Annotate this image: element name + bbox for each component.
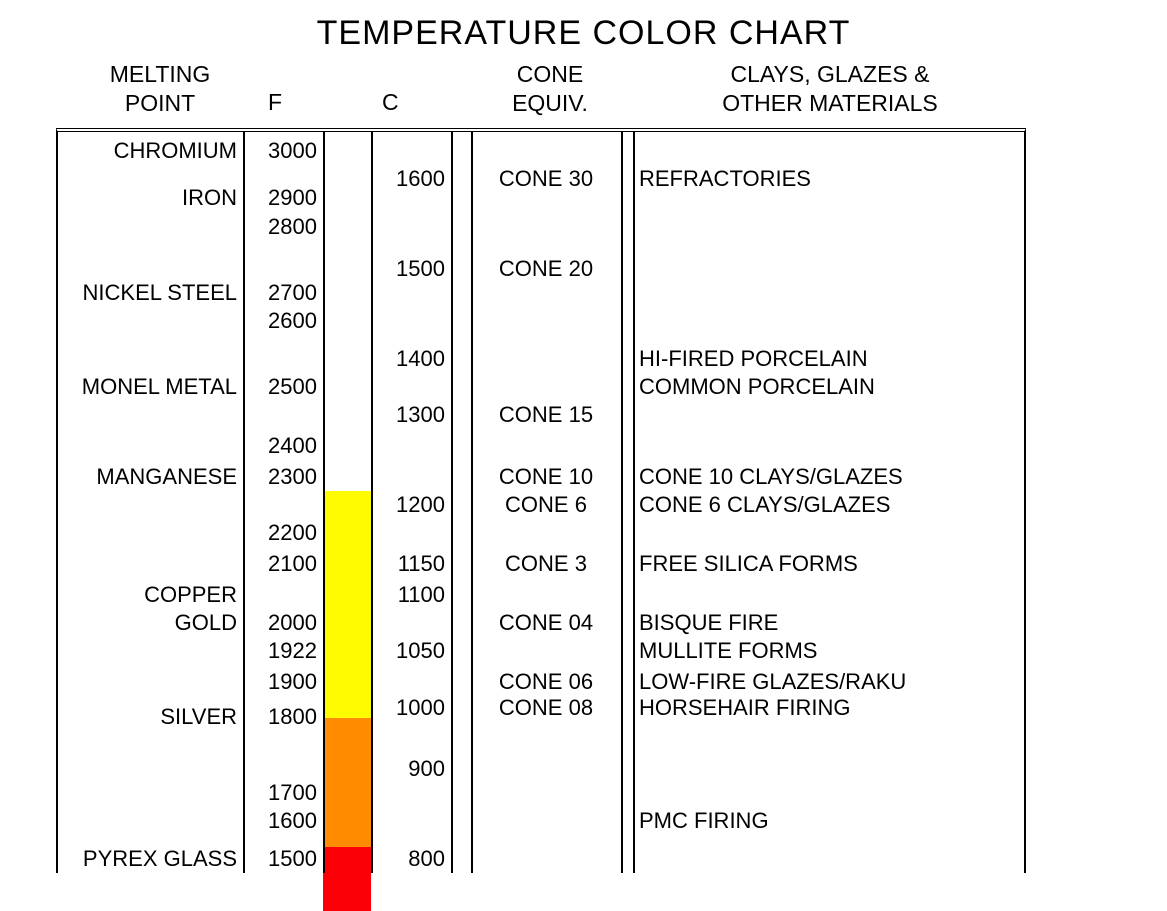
melting-point-label: SILVER — [160, 704, 237, 730]
fahrenheit-tick: 1922 — [268, 638, 317, 664]
celsius-tick: 1150 — [398, 551, 445, 577]
fahrenheit-tick: 2700 — [268, 280, 317, 306]
melting-point-label: IRON — [182, 185, 237, 211]
fahrenheit-tick: 2800 — [268, 214, 317, 240]
material-label: REFRACTORIES — [639, 166, 811, 192]
col-cone-equiv: CONE 30 CONE 20 CONE 15 CONE 10CONE 6 CONE 3… — [471, 132, 621, 873]
chart-frame: CHROMIUM IRON NICKEL STEEL MONEL METAL MANGA… — [56, 128, 1026, 873]
color-band — [323, 491, 371, 718]
fahrenheit-tick: 1800 — [268, 704, 317, 730]
column-divider — [451, 132, 453, 873]
col-spacer-1 — [451, 132, 471, 873]
column-divider — [621, 132, 623, 873]
header-other-materials: CLAYS, GLAZES &OTHER MATERIALS — [700, 60, 960, 118]
page-title: TEMPERATURE COLOR CHART — [0, 0, 1167, 53]
fahrenheit-tick: 1700 — [268, 780, 317, 806]
fahrenheit-tick: 2100 — [268, 551, 317, 577]
cone-label: CONE 08 — [471, 695, 621, 721]
melting-point-label: GOLD — [175, 610, 237, 636]
material-label: PMC FIRING — [639, 808, 769, 834]
celsius-tick: 1400 — [396, 346, 445, 372]
header-cone-equiv: CONEEQUIV. — [490, 60, 610, 118]
cone-label: CONE 04 — [471, 610, 621, 636]
color-band — [323, 847, 371, 911]
col-melting-point: CHROMIUM IRON NICKEL STEEL MONEL METAL MANGA… — [58, 132, 243, 873]
fahrenheit-tick: 2300 — [268, 464, 317, 490]
header-melting-point: MELTINGPOINT — [100, 60, 220, 118]
column-divider — [323, 132, 325, 873]
fahrenheit-tick: 2400 — [268, 433, 317, 459]
melting-point-label: MONEL METAL — [82, 374, 237, 400]
cone-label: CONE 20 — [471, 256, 621, 282]
melting-point-label: NICKEL STEEL — [83, 280, 237, 306]
fahrenheit-tick: 2200 — [268, 520, 317, 546]
material-label: FREE SILICA FORMS — [639, 551, 858, 577]
col-fahrenheit: 3000 2900 2800 27002600 2500 2400 2300 2200 2100… — [243, 132, 323, 873]
celsius-tick: 1600 — [396, 166, 445, 192]
fahrenheit-tick: 2900 — [268, 185, 317, 211]
fahrenheit-tick: 2500 — [268, 374, 317, 400]
fahrenheit-tick: 2600 — [268, 308, 317, 334]
col-color-bar — [323, 132, 371, 873]
fahrenheit-tick: 3000 — [268, 138, 317, 164]
celsius-tick: 900 — [408, 756, 445, 782]
fahrenheit-tick: 1900 — [268, 669, 317, 695]
cone-label: CONE 3 — [471, 551, 621, 577]
column-divider — [243, 132, 245, 873]
column-divider — [471, 132, 473, 873]
fahrenheit-tick: 1500 — [268, 846, 317, 872]
celsius-tick: 800 — [408, 846, 445, 872]
cone-label: CONE 30 — [471, 166, 621, 192]
fahrenheit-tick: 2000 — [268, 610, 317, 636]
header-fahrenheit: F — [268, 88, 282, 117]
fahrenheit-tick: 1600 — [268, 808, 317, 834]
melting-point-label: PYREX GLASS — [83, 846, 237, 872]
material-label: CONE 6 CLAYS/GLAZES — [639, 492, 890, 518]
melting-point-label: MANGANESE — [96, 464, 237, 490]
col-other-materials: REFRACTORIES HI-FIRED PORCELAINCOMMON POR… — [633, 132, 1023, 873]
melting-point-label: CHROMIUM — [114, 138, 237, 164]
col-celsius: 1600 1500 1400 1300 1200 1150 1100 1050 1000 900 8… — [371, 132, 451, 873]
celsius-tick: 1050 — [396, 638, 445, 664]
material-label: CONE 10 CLAYS/GLAZES — [639, 464, 903, 490]
celsius-tick: 1200 — [396, 492, 445, 518]
material-label: HORSEHAIR FIRING — [639, 695, 850, 721]
material-label: BISQUE FIRE — [639, 610, 778, 636]
material-label: COMMON PORCELAIN — [639, 374, 875, 400]
header-celsius: C — [382, 88, 399, 117]
cone-label: CONE 6 — [471, 492, 621, 518]
cone-label: CONE 10 — [471, 464, 621, 490]
cone-label: CONE 15 — [471, 402, 621, 428]
celsius-tick: 1000 — [396, 695, 445, 721]
material-label: HI-FIRED PORCELAIN — [639, 346, 868, 372]
column-divider — [633, 132, 635, 873]
cone-label: CONE 06 — [471, 669, 621, 695]
celsius-tick: 1300 — [396, 402, 445, 428]
column-headers: MELTINGPOINT F C CONEEQUIV. CLAYS, GLAZE… — [0, 60, 1167, 130]
celsius-tick: 1500 — [396, 256, 445, 282]
celsius-tick: 1100 — [398, 582, 445, 608]
melting-point-label: COPPER — [144, 582, 237, 608]
material-label: MULLITE FORMS — [639, 638, 817, 664]
material-label: LOW-FIRE GLAZES/RAKU — [639, 669, 906, 695]
column-divider — [371, 132, 373, 873]
color-band — [323, 718, 371, 848]
